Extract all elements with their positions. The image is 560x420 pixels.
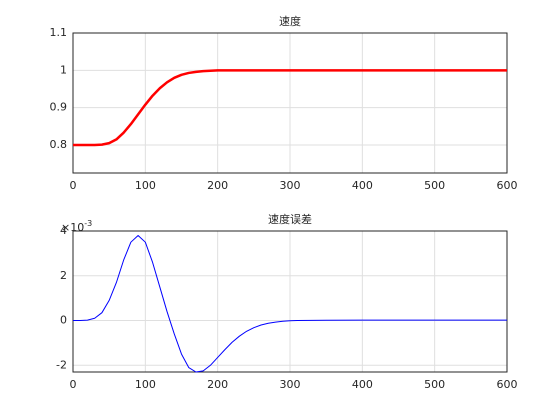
data-line (73, 69, 507, 147)
chart-title: 速度误差 (268, 212, 312, 226)
y-tick-label: 2 (60, 269, 67, 282)
y-tick-label: 0.8 (50, 138, 68, 151)
x-tick-label: 500 (424, 179, 445, 192)
x-tick-label: 300 (280, 179, 301, 192)
y-tick-label: 0 (60, 314, 67, 327)
x-tick-label: 400 (352, 378, 373, 391)
x-tick-label: 300 (280, 378, 301, 391)
x-tick-label: 100 (135, 378, 156, 391)
y-tick-label: 1 (60, 63, 67, 76)
data-line (73, 234, 507, 373)
y-tick-label: 1.1 (50, 26, 68, 39)
y-tick-label: 0.9 (50, 101, 68, 114)
x-tick-label: 0 (70, 378, 77, 391)
x-tick-label: 200 (207, 378, 228, 391)
y-tick-label: -2 (56, 358, 67, 371)
x-tick-label: 600 (497, 378, 518, 391)
axes-frame (72, 230, 508, 373)
multiplier-base: ×10 (61, 221, 84, 234)
y-tick-label: 4 (60, 224, 67, 237)
x-tick-label: 100 (135, 179, 156, 192)
axes-frame (72, 32, 508, 174)
chart-title: 速度 (279, 14, 301, 28)
x-tick-label: 400 (352, 179, 373, 192)
multiplier-exponent: -3 (84, 219, 92, 228)
x-tick-label: 0 (70, 179, 77, 192)
x-tick-label: 500 (424, 378, 445, 391)
y-multiplier: ×10-3 (61, 219, 92, 235)
x-tick-label: 600 (497, 179, 518, 192)
x-tick-label: 200 (207, 179, 228, 192)
